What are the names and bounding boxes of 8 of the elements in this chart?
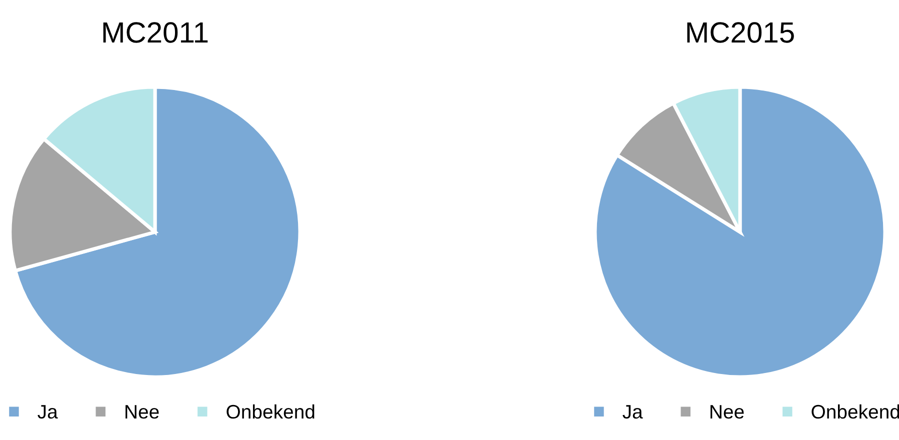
legend-label: Ja <box>38 405 58 419</box>
legend-label: Nee <box>710 405 744 419</box>
legend-label: Nee <box>126 405 159 419</box>
legend-label: Onbekend <box>226 404 314 419</box>
legend-label: Ja <box>622 405 643 419</box>
chart-title: MC2015 <box>687 22 794 43</box>
chart-title: MC2011 <box>103 22 208 43</box>
legend-label: Onbekend <box>812 404 899 419</box>
